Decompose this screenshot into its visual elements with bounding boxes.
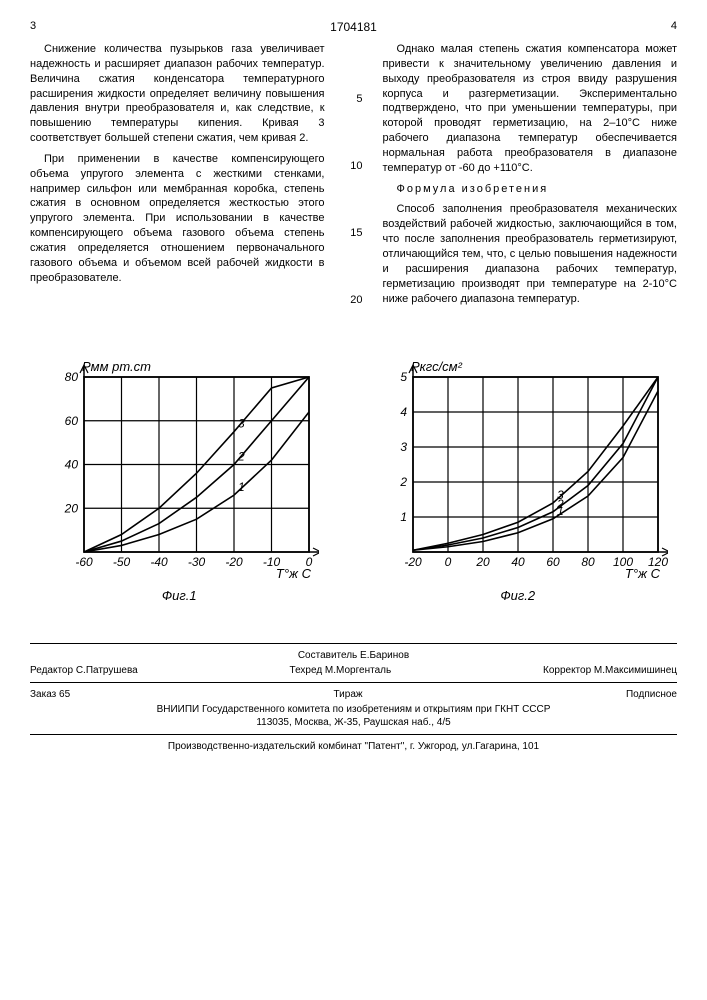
svg-text:40: 40 <box>511 555 525 569</box>
page-num-right: 4 <box>671 20 677 34</box>
svg-text:80: 80 <box>581 555 595 569</box>
left-para-1: Снижение количества пузырьков газа увели… <box>30 42 325 146</box>
svg-text:60: 60 <box>65 414 79 428</box>
footer: Составитель Е.Баринов Редактор С.Патруше… <box>30 643 677 752</box>
footer-tirage: Тираж <box>334 689 363 700</box>
fig1-caption: Фиг.1 <box>162 588 197 603</box>
svg-text:1: 1 <box>400 510 407 524</box>
doc-number: 1704181 <box>330 20 377 34</box>
line-number-gutter: 5 10 15 20 <box>345 42 363 312</box>
svg-text:3: 3 <box>400 440 407 454</box>
line-num: 10 <box>345 159 363 174</box>
svg-text:20: 20 <box>64 502 79 516</box>
svg-text:0: 0 <box>444 555 451 569</box>
page-header: 3 1704181 4 <box>30 20 677 34</box>
formula-title: Формула изобретения <box>383 182 678 197</box>
svg-text:3: 3 <box>238 417 245 431</box>
figures-row: -60-50-40-30-20-10020406080123Pмм рт.стT… <box>30 352 677 603</box>
figure-2: -2002040608010012012345123Pкгс/см²T°ж C … <box>368 352 668 603</box>
footer-corrector: Корректор М.Максимишинец <box>543 665 677 676</box>
right-para-2: Способ заполнения преобразователя механи… <box>383 202 678 306</box>
fig1-chart: -60-50-40-30-20-10020406080123Pмм рт.стT… <box>39 352 319 582</box>
footer-subscribe: Подписное <box>626 689 677 700</box>
svg-text:-20: -20 <box>404 555 422 569</box>
line-num: 5 <box>345 92 363 107</box>
fig2-caption: Фиг.2 <box>500 588 535 603</box>
svg-text:2: 2 <box>399 475 407 489</box>
svg-text:-50: -50 <box>113 555 131 569</box>
svg-text:2: 2 <box>237 450 245 464</box>
figure-1: -60-50-40-30-20-10020406080123Pмм рт.стT… <box>39 352 319 603</box>
footer-compiler: Составитель Е.Баринов <box>30 650 677 661</box>
footer-editor: Редактор С.Патрушева <box>30 665 138 676</box>
svg-text:-30: -30 <box>188 555 206 569</box>
svg-text:-40: -40 <box>151 555 169 569</box>
svg-text:20: 20 <box>475 555 490 569</box>
svg-text:5: 5 <box>400 370 407 384</box>
line-num: 15 <box>345 226 363 241</box>
fig2-chart: -2002040608010012012345123Pкгс/см²T°ж C <box>368 352 668 582</box>
text-columns: Снижение количества пузырьков газа увели… <box>30 42 677 312</box>
left-para-2: При применении в качестве компенсирующег… <box>30 152 325 286</box>
line-num: 20 <box>345 293 363 308</box>
svg-text:-20: -20 <box>226 555 244 569</box>
footer-tech: Техред М.Моргенталь <box>290 665 392 676</box>
svg-text:T°ж C: T°ж C <box>625 566 661 581</box>
page-num-left: 3 <box>30 20 36 34</box>
footer-order-row: Заказ 65 Тираж Подписное <box>30 689 677 700</box>
svg-text:Pмм рт.ст: Pмм рт.ст <box>82 359 151 374</box>
svg-text:80: 80 <box>65 370 79 384</box>
left-column: Снижение количества пузырьков газа увели… <box>30 42 325 312</box>
footer-staff-row: Редактор С.Патрушева Техред М.Моргенталь… <box>30 665 677 676</box>
svg-text:-60: -60 <box>76 555 94 569</box>
footer-org: ВНИИПИ Государственного комитета по изоб… <box>30 704 677 715</box>
svg-text:1: 1 <box>238 480 245 494</box>
right-column: Однако малая степень сжатия компенсатора… <box>383 42 678 312</box>
svg-text:T°ж C: T°ж C <box>276 566 312 581</box>
svg-text:60: 60 <box>546 555 560 569</box>
footer-address: 113035, Москва, Ж-35, Раушская наб., 4/5 <box>30 717 677 728</box>
right-para-1: Однако малая степень сжатия компенсатора… <box>383 42 678 176</box>
footer-order: Заказ 65 <box>30 689 70 700</box>
svg-text:Pкгс/см²: Pкгс/см² <box>411 359 463 374</box>
svg-text:40: 40 <box>65 458 79 472</box>
footer-printer: Производственно-издательский комбинат "П… <box>30 741 677 752</box>
svg-text:4: 4 <box>400 405 407 419</box>
svg-text:3: 3 <box>557 488 564 502</box>
